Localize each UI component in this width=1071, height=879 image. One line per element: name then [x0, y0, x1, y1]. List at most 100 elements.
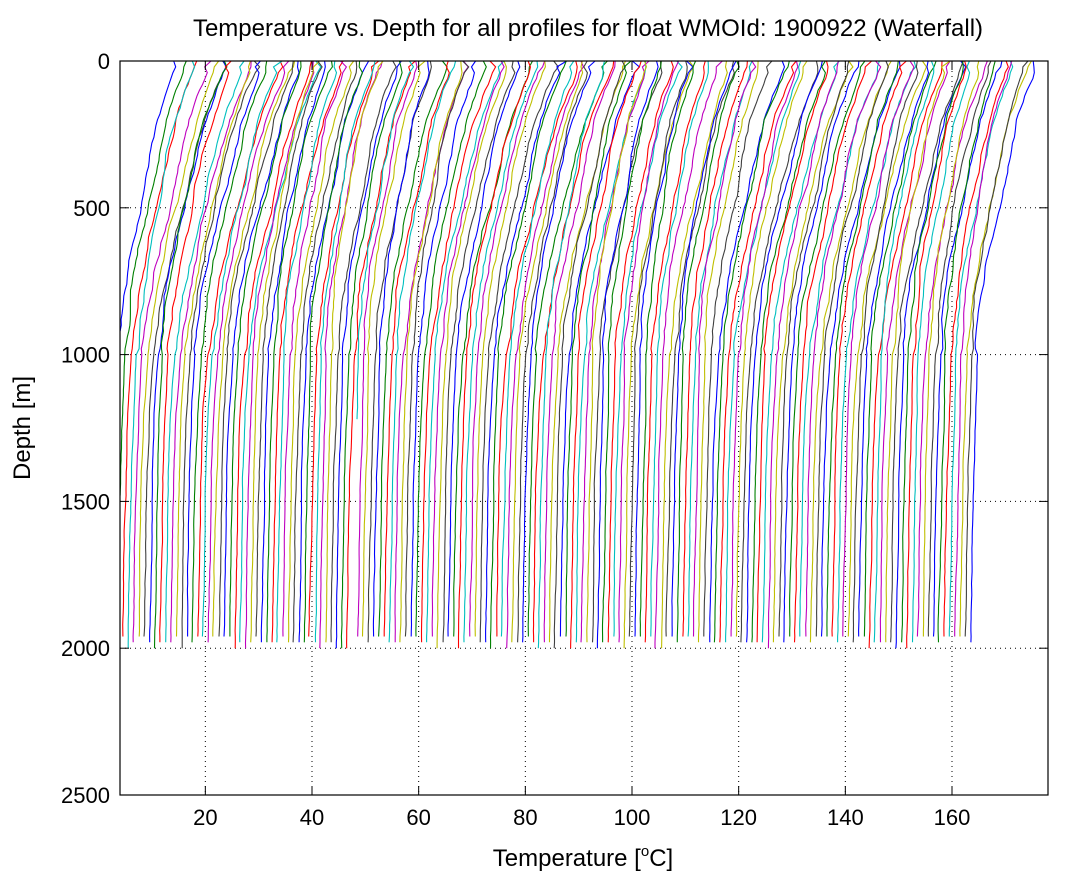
profile-line-140 — [852, 60, 919, 643]
profile-line-120 — [746, 60, 823, 643]
profile-line-6 — [138, 60, 220, 637]
profile-line-126 — [778, 60, 850, 637]
profile-line-87 — [570, 60, 642, 649]
profile-line-153 — [922, 60, 980, 637]
profile-line-112 — [703, 60, 773, 637]
profile-line-39 — [314, 60, 376, 643]
profile-line-66 — [457, 60, 531, 649]
x-axis-label: Temperature [oC] — [493, 843, 673, 872]
profile-line-46 — [356, 60, 415, 420]
profile-line-97 — [623, 60, 695, 649]
profile-line-95 — [613, 60, 683, 637]
profile-line-149 — [901, 60, 964, 643]
profile-line-118 — [735, 60, 808, 637]
profile-line-24 — [234, 60, 312, 649]
profile-line-78 — [522, 60, 596, 643]
profile-line-110 — [692, 60, 757, 637]
profile-line-119 — [740, 60, 819, 643]
profile-line-28 — [255, 60, 323, 637]
profile-line-134 — [820, 60, 901, 637]
profile-line-55 — [399, 60, 463, 643]
profile-line-99 — [634, 60, 694, 637]
profile-line-62 — [436, 60, 507, 649]
profile-line-18 — [201, 60, 283, 637]
profile-line-132 — [809, 60, 892, 643]
profile-line-5 — [132, 60, 212, 643]
profile-line-56 — [404, 60, 470, 637]
profile-line-9 — [153, 60, 228, 649]
profile-line-109 — [687, 60, 753, 637]
profile-line-47 — [357, 60, 418, 637]
plot-frame — [119, 60, 1049, 796]
x-tick-label-20: 20 — [193, 805, 217, 830]
profile-line-124 — [767, 60, 839, 649]
profile-line-61 — [431, 60, 505, 637]
profile-line-145 — [879, 60, 951, 643]
profile-line-51 — [378, 60, 448, 637]
profile-line-127 — [783, 60, 860, 643]
profile-line-128 — [789, 60, 866, 637]
x-tick-label-100: 100 — [614, 805, 651, 830]
profile-line-91 — [591, 60, 663, 643]
profile-line-76 — [511, 60, 584, 643]
profile-line-75 — [506, 60, 585, 649]
profile-line-77 — [517, 60, 588, 643]
x-tick-label-40: 40 — [300, 805, 324, 830]
chart-title: Temperature vs. Depth for all profiles f… — [193, 15, 983, 42]
profile-line-123 — [761, 60, 840, 643]
profile-line-27 — [250, 60, 321, 643]
profile-line-106 — [671, 60, 737, 637]
profile-line-79 — [527, 60, 608, 637]
profile-line-15 — [186, 60, 261, 637]
profile-line-131 — [805, 60, 882, 637]
profile-line-129 — [793, 60, 873, 643]
profile-line-63 — [442, 60, 516, 643]
profile-line-45 — [346, 60, 416, 649]
profile-line-133 — [815, 60, 889, 637]
x-tick-label-140: 140 — [827, 805, 864, 830]
profile-line-111 — [697, 60, 759, 643]
y-tick-label-2500: 2500 — [61, 783, 110, 808]
profile-line-29 — [260, 60, 326, 643]
profile-line-116 — [725, 60, 802, 643]
y-tick-label-0: 0 — [98, 49, 110, 74]
profile-line-108 — [682, 60, 748, 637]
profile-line-136 — [831, 60, 907, 637]
profile-line-44 — [340, 60, 403, 649]
profile-line-21 — [218, 60, 294, 637]
profile-line-22 — [223, 60, 300, 637]
profile-line-60 — [426, 60, 505, 643]
profile-line-122 — [756, 60, 829, 643]
profile-line-31 — [271, 60, 344, 643]
profile-line-11 — [165, 60, 245, 643]
profile-line-42 — [330, 60, 397, 643]
profile-lines — [119, 60, 1035, 649]
profile-line-12 — [170, 60, 252, 643]
profile-line-137 — [837, 60, 917, 643]
profile-line-69 — [474, 60, 546, 637]
profile-line-14 — [181, 60, 261, 649]
y-axis-label: Depth [m] — [9, 376, 36, 480]
profile-line-143 — [868, 60, 943, 649]
profile-line-2 — [119, 60, 187, 496]
profile-line-150 — [906, 60, 967, 649]
profile-line-72 — [489, 60, 567, 649]
profile-line-59 — [420, 60, 497, 643]
profile-line-19 — [207, 60, 290, 643]
profile-line-100 — [639, 60, 697, 637]
x-tick-label-160: 160 — [934, 805, 971, 830]
profile-line-64 — [447, 60, 521, 637]
profile-line-26 — [244, 60, 315, 649]
profile-line-48 — [361, 60, 426, 637]
profile-line-32 — [276, 60, 338, 643]
profile-line-139 — [847, 60, 928, 637]
profile-line-101 — [644, 60, 706, 643]
profile-line-159 — [954, 60, 1013, 637]
profile-line-82 — [543, 60, 616, 643]
profile-line-16 — [191, 60, 268, 643]
profile-line-92 — [596, 60, 659, 649]
profile-line-114 — [713, 60, 790, 643]
profile-line-94 — [607, 60, 674, 643]
profile-line-58 — [415, 60, 487, 637]
